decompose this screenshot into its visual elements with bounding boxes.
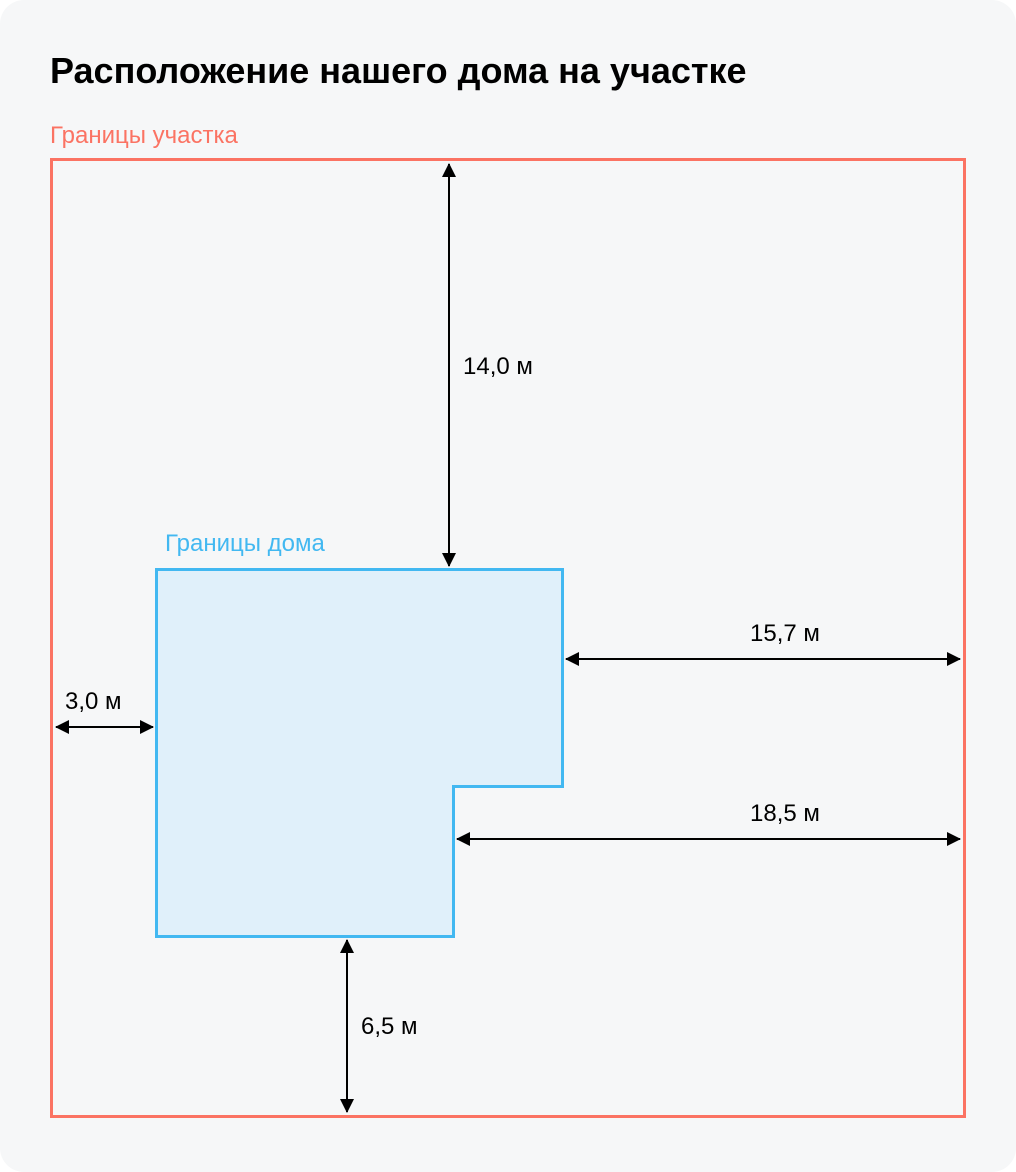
dim-left-label: 3,0 м bbox=[65, 688, 122, 716]
house-main-block bbox=[155, 568, 455, 938]
lot-boundary-label: Границы участка bbox=[50, 122, 966, 150]
arrow-right-icon bbox=[140, 720, 154, 734]
page-title: Расположение нашего дома на участке bbox=[50, 50, 966, 92]
arrow-up-icon bbox=[340, 939, 354, 953]
dim-top-label: 14,0 м bbox=[463, 353, 533, 381]
arrow-down-icon bbox=[442, 553, 456, 567]
dim-bottom-line bbox=[346, 940, 348, 1112]
dim-right-lower-label: 18,5 м bbox=[750, 800, 820, 828]
dim-bottom-label: 6,5 м bbox=[361, 1013, 418, 1041]
dim-top-line bbox=[448, 164, 450, 566]
arrow-down-icon bbox=[340, 1099, 354, 1113]
dim-right-upper-label: 15,7 м bbox=[750, 620, 820, 648]
dim-right-lower-line bbox=[457, 838, 960, 840]
house-annex-block bbox=[452, 568, 564, 788]
house-boundary-label: Границы дома bbox=[165, 530, 325, 558]
diagram-card: Расположение нашего дома на участке Гран… bbox=[0, 0, 1016, 1172]
dim-right-upper-line bbox=[566, 658, 960, 660]
arrow-right-icon bbox=[947, 832, 961, 846]
layout-diagram: Границы дома 14,0 м 3,0 м 15,7 м 18,5 м … bbox=[50, 158, 966, 1118]
arrow-right-icon bbox=[947, 652, 961, 666]
arrow-left-icon bbox=[55, 720, 69, 734]
arrow-left-icon bbox=[456, 832, 470, 846]
arrow-left-icon bbox=[565, 652, 579, 666]
arrow-up-icon bbox=[442, 163, 456, 177]
dim-left-line bbox=[56, 726, 153, 728]
